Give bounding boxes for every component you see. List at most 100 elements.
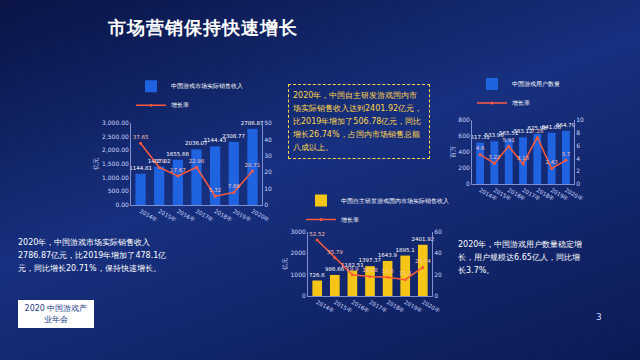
svg-text:0: 0 — [302, 292, 306, 299]
svg-text:2014年: 2014年 — [139, 208, 159, 223]
svg-text:15.3: 15.3 — [399, 270, 412, 276]
svg-text:533.96: 533.96 — [485, 132, 505, 138]
svg-text:增长率: 增长率 — [340, 216, 359, 223]
svg-text:2: 2 — [576, 167, 580, 174]
svg-text:8: 8 — [576, 129, 580, 136]
svg-text:17.6: 17.6 — [381, 268, 394, 274]
svg-text:0.00: 0.00 — [115, 201, 129, 208]
svg-text:2018年: 2018年 — [213, 208, 233, 223]
svg-text:50: 50 — [264, 119, 272, 126]
svg-text:2020年: 2020年 — [251, 208, 271, 223]
svg-text:2016年: 2016年 — [351, 299, 371, 314]
svg-text:7.28: 7.28 — [531, 128, 544, 134]
svg-text:664.79: 664.79 — [556, 122, 576, 128]
svg-text:2144.43: 2144.43 — [204, 137, 227, 143]
svg-text:37.65: 37.65 — [133, 134, 149, 140]
svg-text:2,500.00: 2,500.00 — [102, 133, 129, 140]
svg-text:400: 400 — [458, 148, 470, 155]
svg-text:1655.66: 1655.66 — [166, 151, 189, 157]
svg-text:35.79: 35.79 — [327, 249, 343, 255]
svg-text:2036.07: 2036.07 — [185, 140, 208, 146]
svg-text:亿元: 亿元 — [281, 258, 288, 271]
svg-text:3.13: 3.13 — [517, 155, 530, 161]
svg-text:1000: 1000 — [291, 271, 306, 278]
svg-text:2000: 2000 — [291, 249, 306, 256]
svg-text:17.67: 17.67 — [170, 167, 186, 173]
svg-text:2019年: 2019年 — [550, 187, 570, 202]
svg-text:2018年: 2018年 — [386, 299, 406, 314]
svg-text:2015年: 2015年 — [157, 208, 177, 223]
svg-text:583.12: 583.12 — [513, 128, 532, 134]
svg-text:40: 40 — [264, 136, 272, 143]
svg-text:百万: 百万 — [449, 146, 456, 158]
svg-text:2017年: 2017年 — [521, 187, 541, 202]
svg-text:增长率: 增长率 — [170, 101, 189, 108]
svg-text:2015年: 2015年 — [333, 299, 353, 314]
svg-text:0: 0 — [264, 201, 268, 208]
svg-text:增长率: 增长率 — [511, 99, 530, 106]
svg-text:1407.02: 1407.02 — [148, 158, 171, 164]
svg-text:52.52: 52.52 — [309, 231, 325, 237]
svg-text:2786.87: 2786.87 — [241, 120, 264, 126]
svg-text:1643.9: 1643.9 — [378, 252, 398, 258]
svg-text:2017年: 2017年 — [195, 208, 215, 223]
svg-text:2017年: 2017年 — [368, 299, 388, 314]
svg-text:500.00: 500.00 — [108, 187, 129, 194]
svg-text:2,000.00: 2,000.00 — [102, 146, 129, 153]
svg-text:7.66: 7.66 — [228, 183, 241, 189]
svg-text:20: 20 — [434, 271, 442, 278]
svg-text:800: 800 — [458, 116, 470, 123]
svg-text:60: 60 — [434, 228, 442, 235]
svg-text:3000: 3000 — [291, 228, 306, 235]
svg-text:19.9: 19.9 — [346, 266, 359, 272]
svg-text:2016年: 2016年 — [176, 208, 196, 223]
svg-text:5.91: 5.91 — [503, 137, 515, 143]
svg-text:1397.37: 1397.37 — [358, 257, 381, 263]
svg-text:3.22: 3.22 — [488, 154, 500, 160]
svg-text:6: 6 — [576, 142, 580, 149]
svg-text:22.98: 22.98 — [189, 158, 205, 164]
svg-text:10: 10 — [576, 116, 584, 123]
svg-text:4.6: 4.6 — [476, 145, 485, 151]
svg-text:517.31: 517.31 — [470, 134, 489, 140]
svg-text:200: 200 — [458, 164, 470, 171]
svg-text:3,000.00: 3,000.00 — [102, 119, 129, 126]
svg-text:4: 4 — [576, 155, 580, 162]
svg-text:20: 20 — [264, 168, 272, 175]
svg-text:726.6: 726.6 — [309, 272, 325, 278]
svg-text:986.66: 986.66 — [325, 266, 345, 272]
svg-text:2.43: 2.43 — [545, 159, 558, 165]
svg-text:20.71: 20.71 — [245, 162, 261, 168]
svg-text:22.9: 22.9 — [153, 158, 166, 164]
svg-text:2019年: 2019年 — [403, 299, 423, 314]
svg-text:641.06: 641.06 — [542, 124, 562, 130]
svg-text:2016年: 2016年 — [507, 187, 527, 202]
svg-text:600: 600 — [458, 132, 470, 139]
svg-text:中国游戏用户数量: 中国游戏用户数量 — [512, 80, 560, 87]
svg-text:1,000.00: 1,000.00 — [102, 174, 129, 181]
svg-text:10: 10 — [264, 185, 272, 192]
svg-text:中国自主研发游戏国内市场实际销售收入: 中国自主研发游戏国内市场实际销售收入 — [341, 197, 449, 204]
svg-text:2015年: 2015年 — [493, 187, 513, 202]
svg-text:40: 40 — [434, 249, 442, 256]
svg-text:1895.1: 1895.1 — [396, 247, 415, 253]
svg-text:2019年: 2019年 — [232, 208, 252, 223]
svg-text:1144.81: 1144.81 — [129, 165, 152, 171]
svg-text:2401.92: 2401.92 — [411, 236, 434, 242]
svg-text:0: 0 — [466, 180, 470, 187]
svg-text:3.7: 3.7 — [562, 151, 571, 157]
svg-text:18.18: 18.18 — [362, 267, 378, 273]
svg-text:30: 30 — [264, 152, 272, 159]
svg-text:2014年: 2014年 — [315, 299, 335, 314]
svg-text:625.96: 625.96 — [527, 125, 547, 131]
svg-text:0: 0 — [576, 180, 580, 187]
svg-text:1182.51: 1182.51 — [341, 262, 364, 268]
svg-text:2020年: 2020年 — [421, 299, 441, 314]
svg-text:2308.77: 2308.77 — [222, 133, 245, 139]
svg-text:2018年: 2018年 — [535, 187, 555, 202]
svg-text:中国游戏市场实际销售收入: 中国游戏市场实际销售收入 — [171, 82, 243, 89]
svg-text:565.51: 565.51 — [499, 130, 518, 136]
svg-text:0: 0 — [434, 292, 438, 299]
svg-text:5.32: 5.32 — [209, 187, 221, 193]
svg-text:2014年: 2014年 — [478, 187, 498, 202]
